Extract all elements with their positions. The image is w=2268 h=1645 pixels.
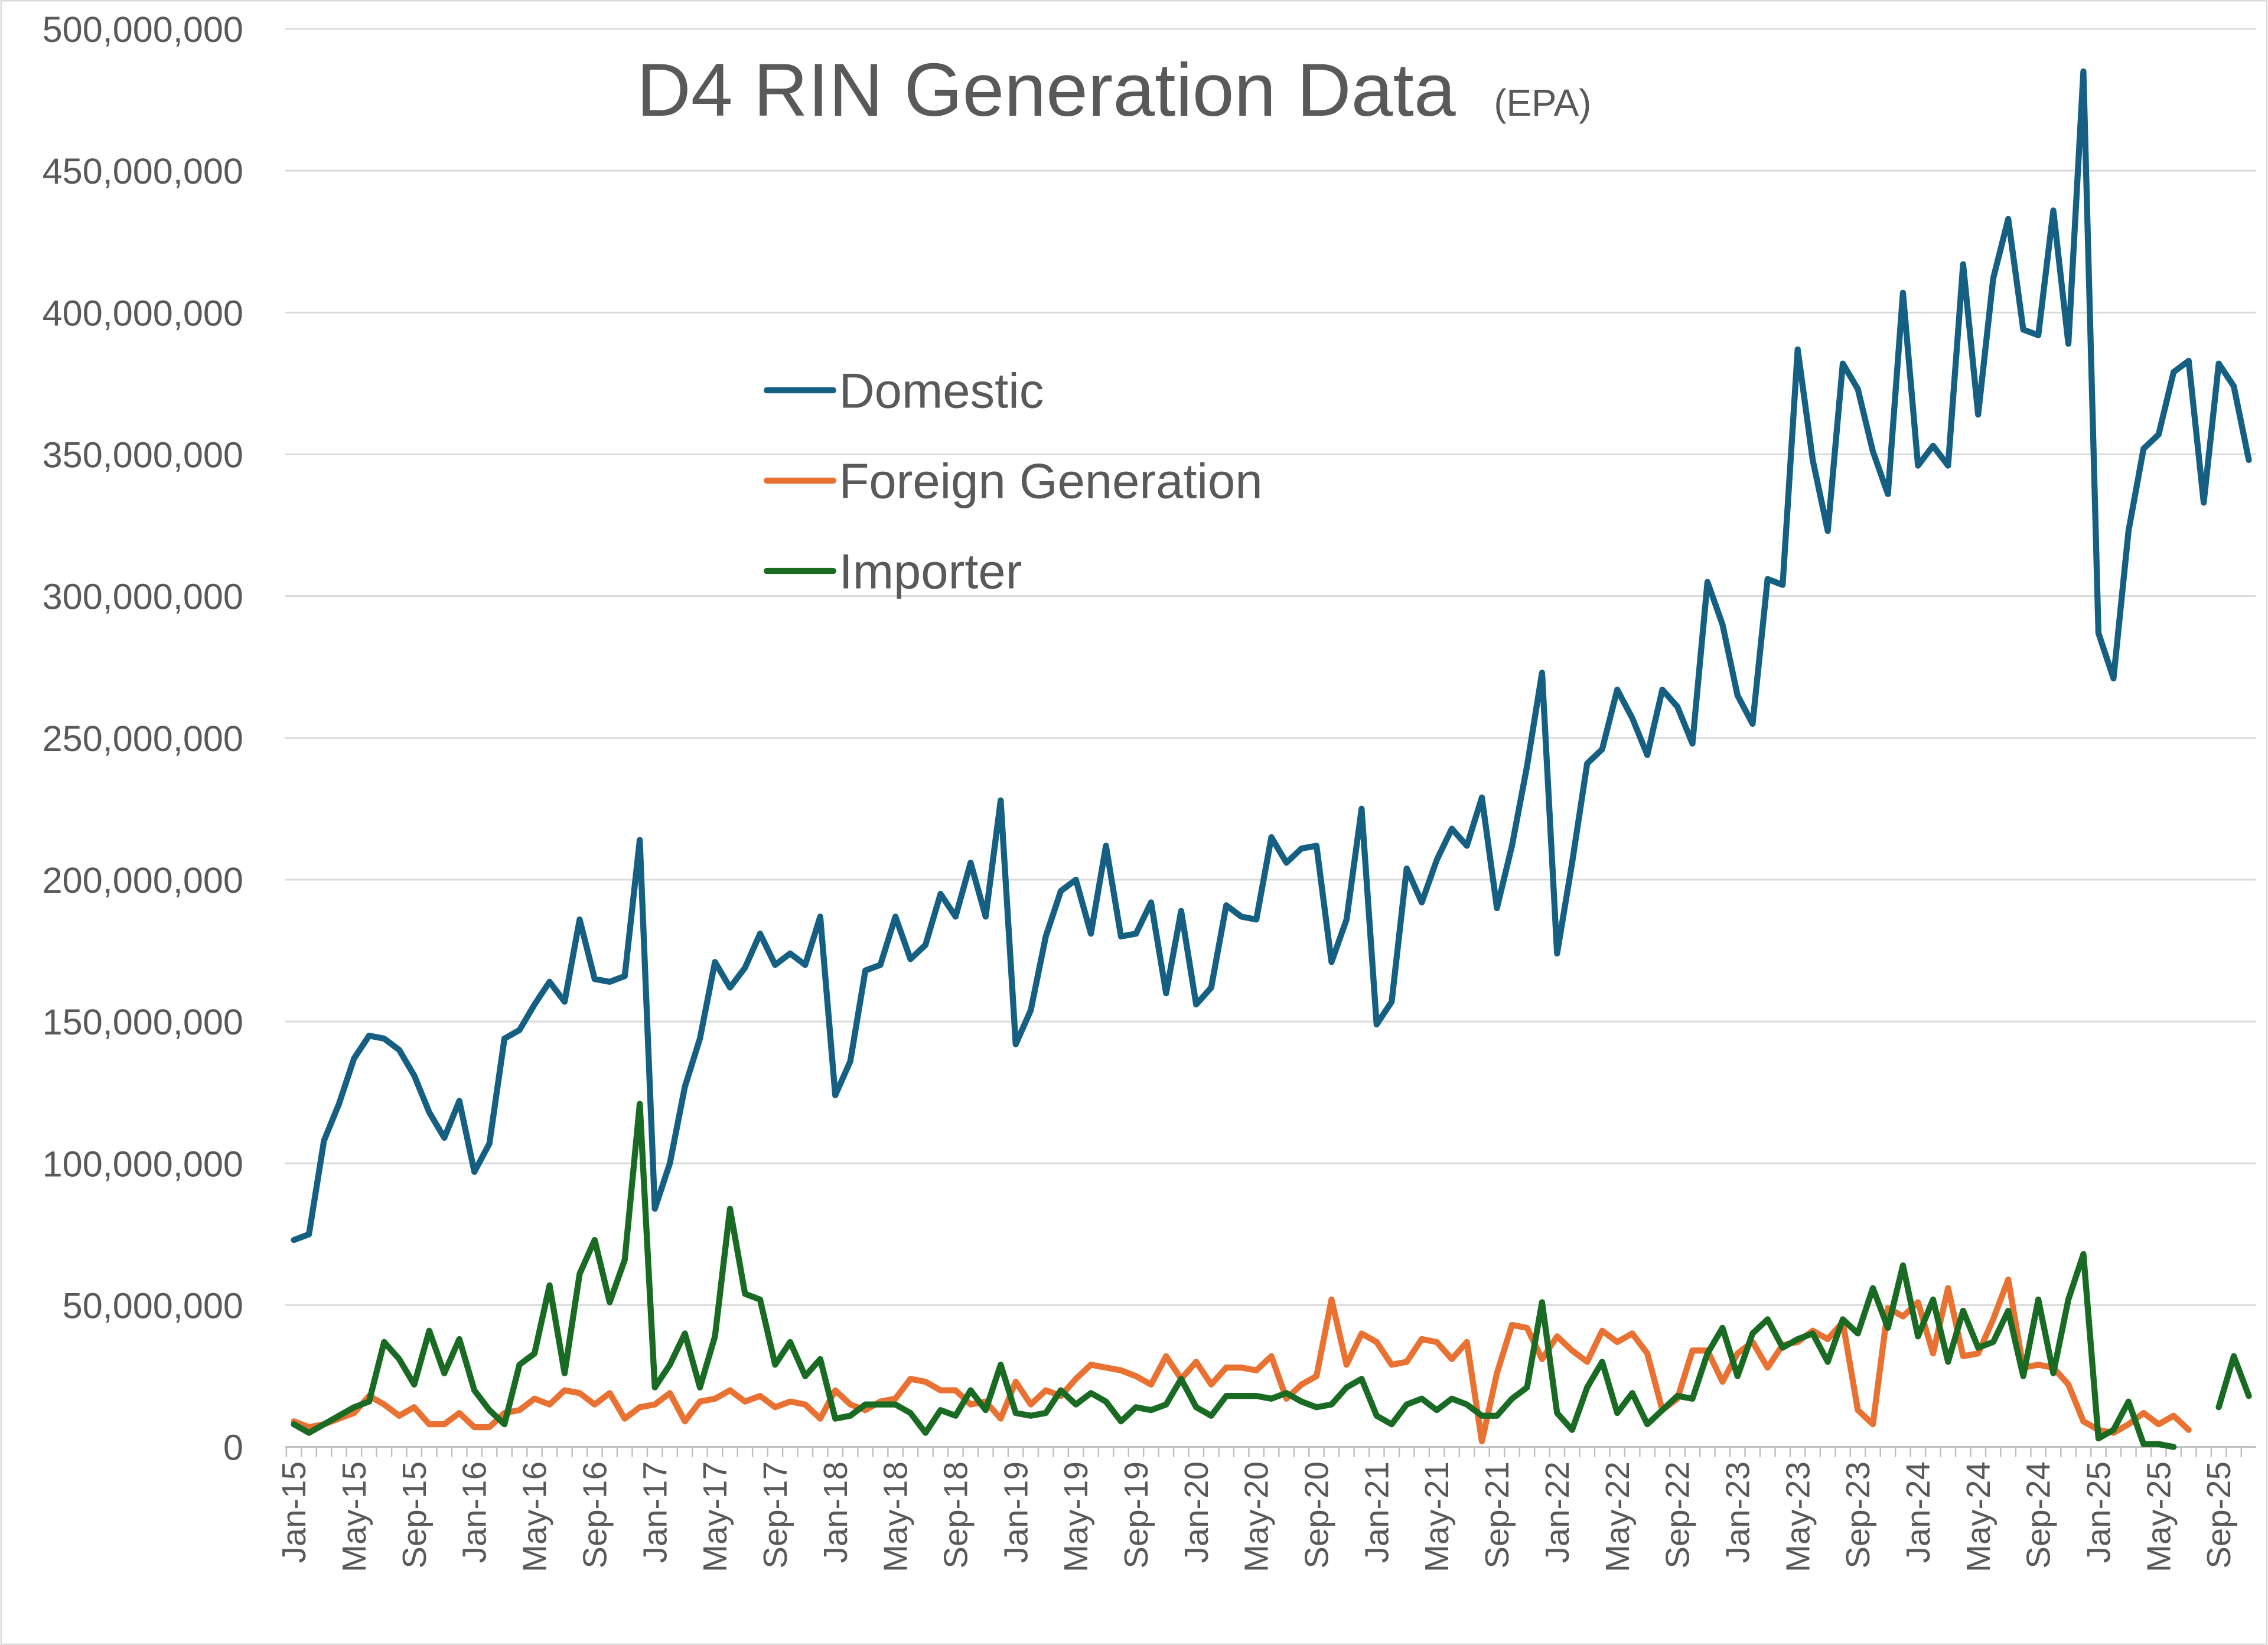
- x-tick-label: Sep-24: [2020, 1461, 2057, 1569]
- x-tick-label: May-24: [1960, 1461, 1997, 1572]
- legend-label: Foreign Generation: [839, 453, 1263, 508]
- x-tick-label: Jan-17: [636, 1461, 673, 1563]
- y-tick-label: 400,000,000: [43, 293, 243, 333]
- y-tick-label: 200,000,000: [43, 860, 243, 900]
- chart-title-note: (EPA): [1494, 82, 1591, 124]
- x-tick-label: Jan-21: [1358, 1461, 1395, 1563]
- legend-label: Domestic: [839, 363, 1044, 418]
- y-tick-label: 350,000,000: [43, 435, 243, 475]
- y-tick-label: 250,000,000: [43, 719, 243, 759]
- y-tick-label: 450,000,000: [43, 151, 243, 191]
- x-tick-label: Sep-25: [2200, 1461, 2237, 1569]
- x-tick-label: Sep-20: [1298, 1461, 1335, 1569]
- chart-title: D4 RIN Generation Data (EPA): [637, 48, 1592, 132]
- x-tick-label: May-15: [335, 1461, 373, 1572]
- x-tick-label: Sep-17: [757, 1461, 794, 1569]
- x-tick-label: May-20: [1238, 1461, 1275, 1572]
- x-tick-label: May-16: [516, 1461, 553, 1572]
- legend-item: Importer: [764, 544, 1022, 599]
- legend-item: Foreign Generation: [764, 453, 1263, 508]
- series-lines: [291, 68, 2252, 1450]
- chart-title-main: D4 RIN Generation Data: [637, 48, 1456, 132]
- x-tick-label: Sep-15: [396, 1461, 433, 1569]
- legend-label: Importer: [839, 544, 1022, 599]
- x-axis: Jan-15 May-15 Sep-15 Jan-16 May-16 Sep-16 Jan-…: [275, 1447, 2243, 1572]
- x-tick-label: Jan-22: [1539, 1461, 1576, 1563]
- x-tick-label: Sep-19: [1117, 1461, 1155, 1569]
- x-tick-label: May-22: [1599, 1461, 1636, 1572]
- x-tick-label: Jan-20: [1178, 1461, 1215, 1563]
- x-tick-label: Sep-18: [937, 1461, 974, 1569]
- y-tick-label: 500,000,000: [43, 9, 243, 50]
- x-tick-label: Jan-15: [275, 1461, 312, 1563]
- y-tick-label: 0: [223, 1428, 243, 1468]
- x-tick-label: Jan-25: [2080, 1461, 2117, 1563]
- x-tick-label: Jan-18: [817, 1461, 854, 1563]
- x-tick-label: Jan-24: [1899, 1461, 1937, 1563]
- x-tick-label: Sep-16: [576, 1461, 613, 1569]
- y-tick-label: 300,000,000: [43, 577, 243, 617]
- legend-item: Domestic: [764, 363, 1044, 418]
- legend: Domestic Foreign Generation Importer: [764, 363, 1263, 599]
- gridlines: [285, 28, 2256, 1448]
- x-tick-label: May-19: [1057, 1461, 1094, 1572]
- x-tick-label: Sep-21: [1478, 1461, 1516, 1569]
- x-tick-label: May-25: [2140, 1461, 2177, 1572]
- x-tick-label: Jan-16: [456, 1461, 493, 1563]
- x-tick-label: Jan-23: [1719, 1461, 1756, 1563]
- y-axis-tick-labels: 0 50,000,000 100,000,000 150,000,000 200,000…: [43, 9, 243, 1468]
- x-tick-label: Sep-23: [1839, 1461, 1876, 1569]
- x-tick-label: May-21: [1418, 1461, 1455, 1572]
- x-tick-label: Jan-19: [997, 1461, 1034, 1563]
- x-tick-label: May-17: [696, 1461, 734, 1572]
- y-tick-label: 50,000,000: [63, 1285, 243, 1326]
- x-tick-label: May-23: [1779, 1461, 1816, 1572]
- x-tick-label: Sep-22: [1659, 1461, 1696, 1569]
- y-tick-label: 100,000,000: [43, 1144, 243, 1184]
- y-tick-label: 150,000,000: [43, 1002, 243, 1042]
- x-tick-label: May-18: [877, 1461, 914, 1572]
